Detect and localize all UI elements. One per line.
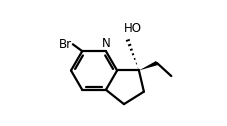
- Text: N: N: [101, 37, 110, 50]
- Polygon shape: [138, 61, 157, 70]
- Text: Br: Br: [58, 38, 71, 51]
- Text: HO: HO: [123, 22, 141, 35]
